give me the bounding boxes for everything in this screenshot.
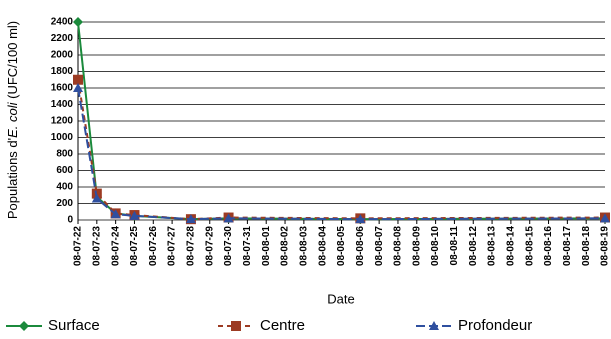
marker <box>223 213 234 223</box>
marker <box>429 321 439 330</box>
x-tick-label: 08-08-08 <box>393 226 404 266</box>
marker <box>73 74 83 85</box>
x-axis-title: Date <box>327 291 354 306</box>
line <box>77 87 606 221</box>
x-tick-label: 08-08-13 <box>487 226 498 266</box>
y-tick-label: 1400 <box>51 99 74 110</box>
x-tick-label: 08-07-25 <box>129 226 140 266</box>
x-tick-label: 08-08-05 <box>336 226 347 266</box>
x-tick-label: 08-08-03 <box>298 226 309 266</box>
x-tick-label: 08-08-17 <box>562 226 573 266</box>
x-tick-label: 08-08-04 <box>317 226 328 266</box>
y-tick-label: 1200 <box>51 116 74 127</box>
x-tick-label: 08-08-12 <box>468 226 479 266</box>
x-tick-label: 08-08-02 <box>280 226 291 266</box>
marker <box>110 209 121 219</box>
x-tick-label: 08-07-22 <box>73 226 84 266</box>
y-axis-title-part: (UFC/100 ml) <box>5 21 20 103</box>
legend-label: Centre <box>260 317 305 334</box>
y-tick-label: 600 <box>56 165 73 176</box>
y-tick-label: 1600 <box>51 83 74 94</box>
x-tick-label: 08-08-06 <box>355 226 366 266</box>
y-tick-label: 1800 <box>51 66 74 77</box>
x-tick-label: 08-07-23 <box>91 226 102 266</box>
x-tick-label: 08-07-28 <box>186 226 197 266</box>
x-tick-label: 08-08-14 <box>506 226 517 266</box>
marker <box>73 17 83 27</box>
x-tick-label: 08-08-07 <box>374 226 385 266</box>
x-tick-label: 08-08-01 <box>261 226 272 266</box>
y-tick-label: 200 <box>56 198 73 209</box>
marker <box>355 214 366 224</box>
x-tick-label: 08-08-09 <box>411 226 422 266</box>
x-tick-label: 08-07-26 <box>148 226 159 266</box>
y-tick-label: 0 <box>67 215 73 226</box>
marker <box>73 83 83 92</box>
marker <box>91 193 102 203</box>
marker <box>600 213 610 223</box>
x-tick-label: 08-08-19 <box>600 226 611 266</box>
x-tick-label: 08-08-15 <box>524 226 535 266</box>
legend-label: Surface <box>48 317 100 334</box>
x-tick-label: 08-07-30 <box>223 226 234 266</box>
x-tick-label: 08-08-16 <box>543 226 554 266</box>
marker <box>231 321 241 331</box>
x-tick-label: 08-08-11 <box>449 226 460 266</box>
x-tick-label: 08-08-18 <box>581 226 592 266</box>
line <box>77 79 606 221</box>
x-tick-label: 08-07-24 <box>110 226 121 266</box>
y-tick-label: 400 <box>56 182 73 193</box>
x-tick-label: 08-07-29 <box>204 226 215 266</box>
y-axis-title: Populations d'E. coli (UFC/100 ml) <box>5 21 20 219</box>
x-tick-label: 08-07-27 <box>167 226 178 266</box>
y-tick-label: 2000 <box>51 50 74 61</box>
legend-label: Profondeur <box>458 317 532 334</box>
marker <box>129 210 140 220</box>
y-axis-title-part: E. coli <box>5 101 20 138</box>
line <box>77 21 606 221</box>
y-tick-label: 800 <box>56 149 73 160</box>
marker <box>19 321 29 331</box>
y-tick-label: 2200 <box>51 33 74 44</box>
x-tick-label: 08-07-31 <box>242 226 253 266</box>
y-tick-label: 1000 <box>51 132 74 143</box>
x-tick-label: 08-08-10 <box>430 226 441 266</box>
y-tick-label: 2400 <box>51 17 74 28</box>
marker <box>185 214 196 224</box>
y-axis-title-part: Populations d' <box>5 138 20 219</box>
